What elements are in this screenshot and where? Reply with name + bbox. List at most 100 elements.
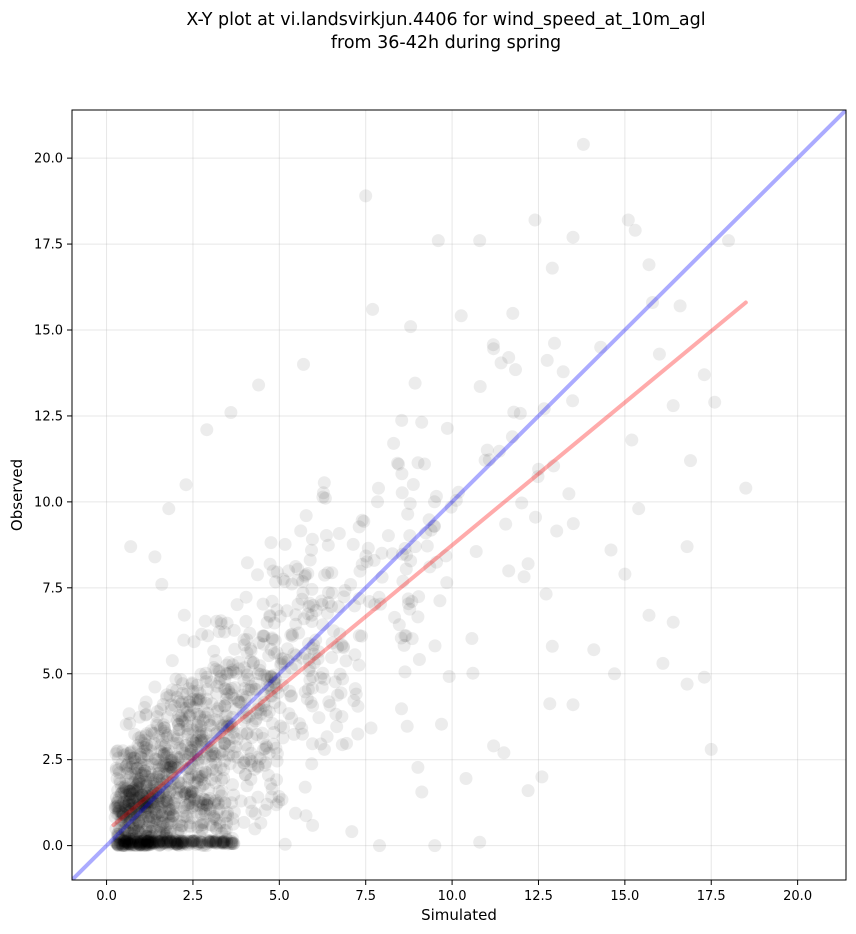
data-point xyxy=(124,807,137,821)
data-point xyxy=(165,751,179,765)
data-point xyxy=(123,792,137,806)
data-point xyxy=(190,786,203,800)
data-point xyxy=(164,835,178,849)
data-point xyxy=(150,823,164,837)
data-point xyxy=(260,669,274,683)
data-point xyxy=(210,679,224,693)
data-point xyxy=(268,676,281,690)
data-point xyxy=(198,614,212,628)
data-point xyxy=(218,796,232,810)
data-point xyxy=(404,554,418,568)
data-point xyxy=(260,673,274,686)
data-point xyxy=(159,829,173,843)
data-point xyxy=(587,643,601,657)
data-point xyxy=(181,834,195,848)
data-point xyxy=(120,747,134,761)
data-point xyxy=(295,592,309,606)
data-point xyxy=(214,614,228,628)
data-point xyxy=(152,835,165,849)
data-point xyxy=(184,790,198,804)
data-point xyxy=(130,792,144,806)
data-point xyxy=(118,837,132,851)
y-tick-label: 20.0 xyxy=(34,152,63,167)
data-point xyxy=(185,834,199,848)
data-point xyxy=(164,835,177,849)
data-point xyxy=(125,783,139,797)
data-point xyxy=(150,807,163,821)
data-point xyxy=(173,834,187,848)
data-point xyxy=(117,807,130,821)
data-point xyxy=(189,748,203,762)
data-point xyxy=(200,423,214,437)
data-point xyxy=(200,798,214,812)
data-point xyxy=(114,838,128,852)
data-point xyxy=(157,721,171,735)
data-point xyxy=(289,648,303,662)
data-point xyxy=(255,726,269,740)
data-point xyxy=(193,722,207,736)
data-point xyxy=(697,670,711,684)
data-point xyxy=(111,838,125,852)
data-point xyxy=(160,795,174,809)
data-point xyxy=(344,578,358,591)
data-point xyxy=(207,809,221,823)
data-point xyxy=(122,797,136,811)
data-point xyxy=(126,751,140,765)
data-point xyxy=(412,590,426,604)
data-point xyxy=(134,835,148,848)
y-tick-label: 2.5 xyxy=(42,753,63,768)
data-point xyxy=(154,820,168,834)
data-point xyxy=(282,707,296,721)
data-point xyxy=(305,641,319,655)
data-point xyxy=(239,738,253,752)
data-point xyxy=(124,805,137,819)
data-point xyxy=(116,837,130,851)
data-point xyxy=(175,785,189,799)
data-point xyxy=(148,550,162,564)
data-point xyxy=(201,793,215,807)
data-point xyxy=(128,762,142,776)
data-point xyxy=(298,780,312,794)
data-point xyxy=(135,768,148,782)
data-point xyxy=(131,818,145,832)
data-point xyxy=(122,795,136,809)
data-point xyxy=(153,826,167,840)
data-point xyxy=(207,835,221,849)
data-point xyxy=(121,798,135,812)
data-point xyxy=(171,736,185,750)
data-point xyxy=(109,799,123,813)
data-point xyxy=(408,540,422,554)
data-point xyxy=(142,815,156,829)
data-point xyxy=(154,802,168,816)
data-point xyxy=(604,543,618,557)
data-point xyxy=(352,658,366,672)
data-point xyxy=(183,836,197,849)
data-point xyxy=(190,836,204,850)
data-point xyxy=(138,701,151,714)
data-point xyxy=(138,768,152,782)
data-point xyxy=(114,788,128,801)
data-point xyxy=(132,826,146,839)
data-point xyxy=(284,689,298,703)
data-point xyxy=(240,556,254,570)
data-point xyxy=(245,804,259,818)
data-point xyxy=(244,642,257,656)
data-point xyxy=(170,750,183,764)
data-point xyxy=(543,697,557,711)
data-point xyxy=(164,698,178,712)
data-point xyxy=(183,784,197,798)
data-point xyxy=(507,405,521,419)
data-point xyxy=(168,837,182,851)
data-point xyxy=(513,406,527,420)
data-point xyxy=(162,761,176,775)
data-point xyxy=(145,811,159,825)
data-point xyxy=(404,320,418,334)
data-point xyxy=(220,720,234,734)
data-point xyxy=(172,838,186,852)
data-point xyxy=(245,731,259,744)
data-point xyxy=(120,793,134,807)
data-point xyxy=(270,773,284,787)
data-point xyxy=(132,774,146,788)
data-point xyxy=(227,788,241,802)
data-point xyxy=(123,834,137,848)
